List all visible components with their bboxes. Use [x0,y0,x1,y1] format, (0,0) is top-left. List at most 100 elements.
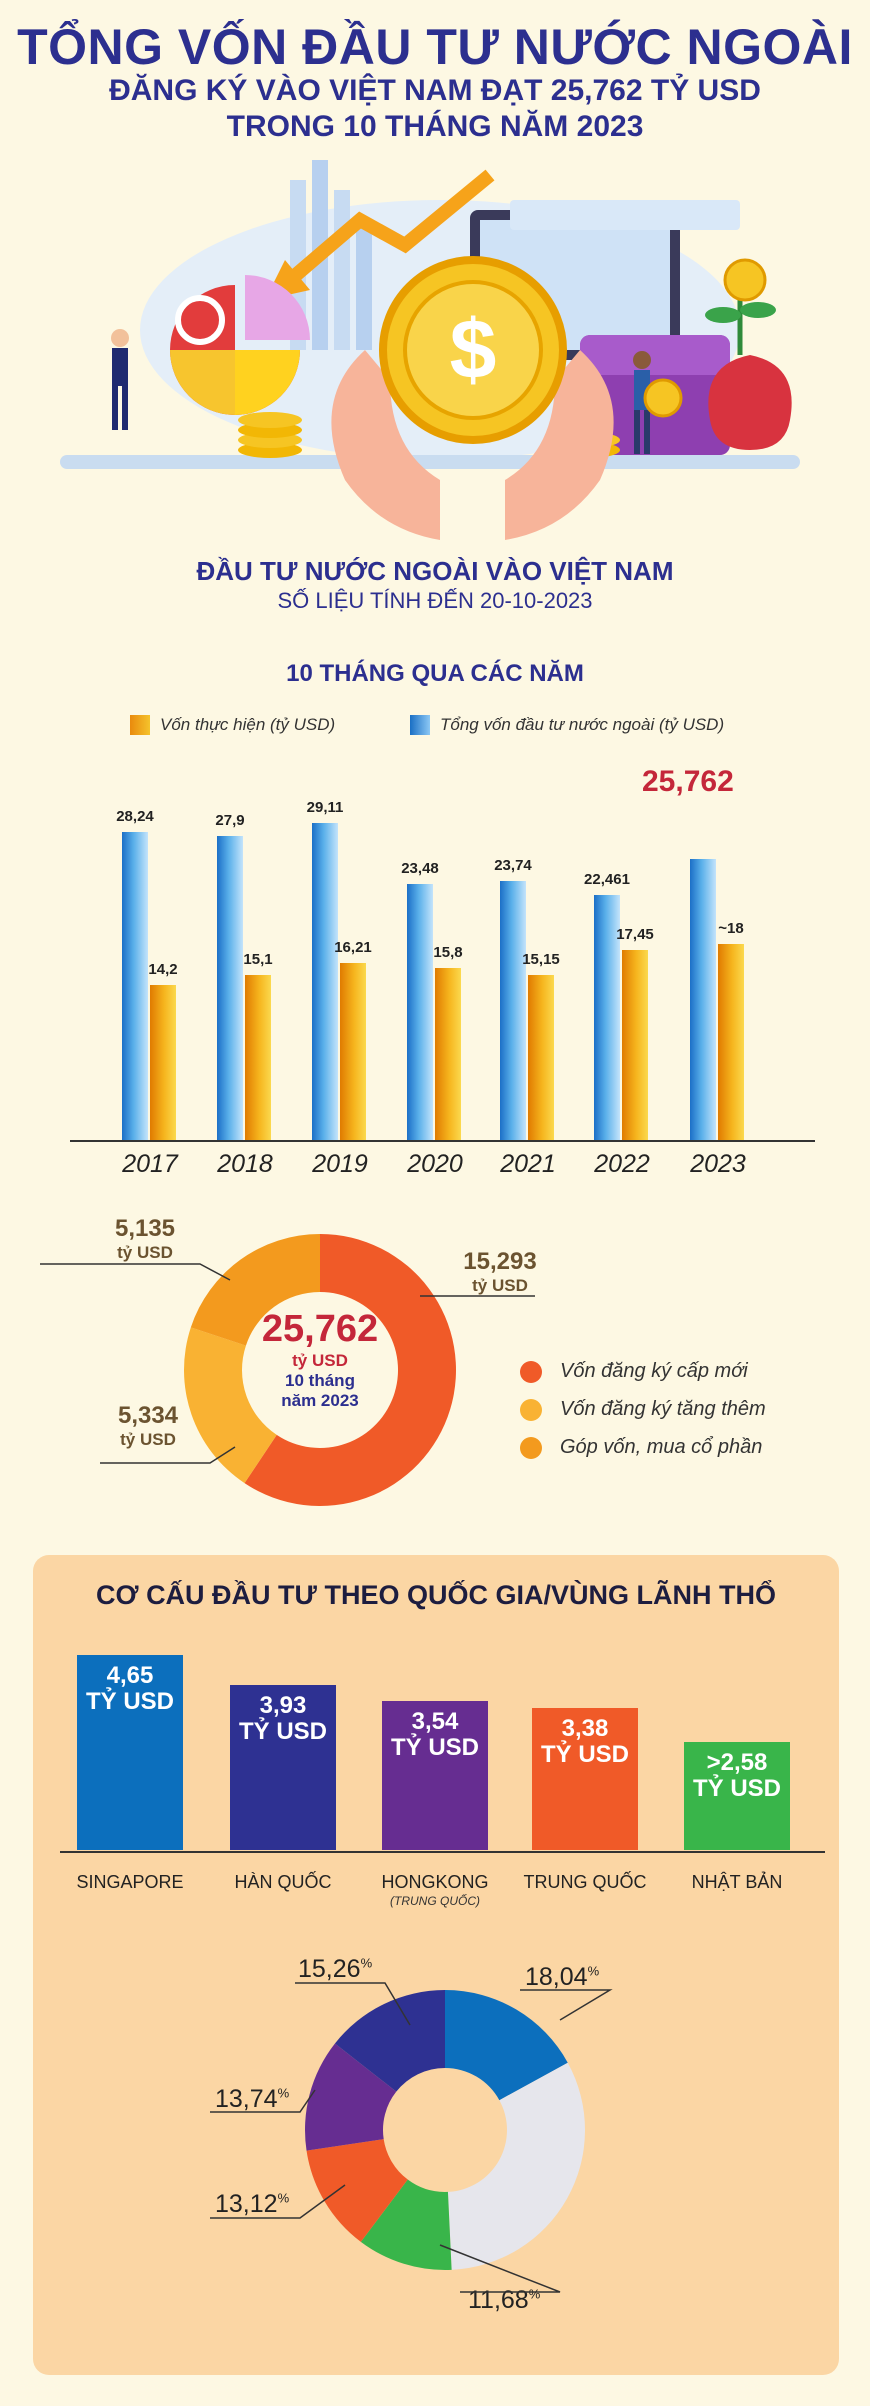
main-title-line2: ĐĂNG KÝ VÀO VIỆT NAM ĐẠT 25,762 TỶ USD [109,74,761,107]
pct-value: 13,74 [215,2085,278,2113]
hero-illustration: $ [60,160,800,540]
country-bar-unit: TỶ USD [85,1687,174,1715]
label-total-2022: 22,461 [584,871,630,889]
legend-label: Vốn thực hiện (tỷ USD) [160,715,336,734]
legend-gop-von: Góp vốn, mua cổ phần [520,1436,762,1459]
bar-implemented-2019 [340,963,366,1140]
pct-symbol: % [528,2286,541,2302]
label-total-2018: 27,9 [215,811,245,829]
bar-total-2018 [217,835,243,1140]
bar-implemented-2021 [528,974,554,1140]
country-bar-value: >2,58 [706,1748,768,1776]
donut-center-unit: tỷ USD [292,1351,348,1370]
pct-value: 15,26 [298,1955,361,1983]
donut2-pct-label: 13,12% [215,2190,289,2219]
callout-value: 5,334 [117,1402,179,1429]
year-label-2022: 2022 [594,1150,650,1178]
label-implemented-2021: 15,15 [522,950,560,968]
legend-label: Vốn đăng ký tăng thêm [560,1398,766,1420]
legend-dot [520,1360,542,1383]
legend-item-blue: Tổng vốn đầu tư nước ngoài (tỷ USD) [410,715,724,735]
donut-center-line3: 10 tháng [285,1371,355,1390]
country-name-2: HONGKONG [381,1872,489,1892]
chart-donut-total [184,1234,457,1506]
callout-value: 5,135 [114,1215,176,1242]
label-total-2019: 29,11 [306,798,344,816]
callout-gop-von: 5,135 tỷ USD [95,1215,195,1263]
year-label-2020: 2020 [407,1150,463,1178]
donut2-pct-label: 15,26% [298,1955,372,1984]
bar-implemented-2020 [435,967,461,1140]
donut-center-value: 25,762 [261,1308,379,1350]
main-title-line3: TRONG 10 THÁNG NĂM 2023 [226,110,644,143]
donut-center: 25,762 tỷ USD 10 tháng năm 2023 [230,1308,410,1411]
legend-item-orange: Vốn thực hiện (tỷ USD) [130,715,335,735]
bar-implemented-2018 [245,975,271,1140]
legend-swatch-orange [130,715,150,735]
callout-value: 15,293 [463,1248,537,1275]
country-bar-2: 3,54 TỶ USD [382,1701,488,1850]
label-implemented-2018: 15,1 [243,951,273,969]
bar-total-2023 [690,859,716,1140]
pct-symbol: % [587,1963,600,1979]
donut-slice-2 [190,1234,320,1346]
label-total-2020: 23,48 [401,860,439,878]
year-label-2017: 2017 [122,1150,178,1178]
country-name-4: NHẬT BẢN [691,1872,783,1892]
bar-total-2019 [312,822,338,1140]
callout-unit: tỷ USD [120,1430,176,1449]
chart-bar-years: 28,24 14,2 2017 27,9 15,1 2018 29,11 16,21 2019 2… [0,740,870,1180]
donut-slice-5 [334,1990,445,2092]
pct-value: 13,12 [215,2190,278,2218]
country-bar-unit: TỶ USD [390,1734,479,1762]
country-bar-value: 3,93 [259,1691,307,1719]
donut-slice-4 [305,2043,397,2151]
country-bar-unit: TỶ USD [540,1741,629,1769]
bar-total-2022 [594,895,620,1140]
legend-dot [520,1436,542,1459]
label-total-2017: 28,24 [116,808,154,826]
country-bar-unit: TỶ USD [692,1774,781,1802]
country-bar-value: 3,38 [561,1715,609,1743]
bar-total-2021 [500,881,526,1140]
callout-line [420,1295,535,1297]
label-implemented-2023: ~18 [718,919,744,937]
legend-swatch-blue [410,715,430,735]
country-name-3: TRUNG QUỐC [523,1872,647,1892]
year-label-2019: 2019 [312,1150,368,1178]
pct-value: 11,68 [468,2286,529,2314]
year-label-2018: 2018 [217,1150,273,1178]
bar-implemented-2023 [718,943,744,1140]
main-title: TỔNG VỐN ĐẦU TƯ NƯỚC NGOÀI [17,19,853,75]
country-name-1: HÀN QUỐC [234,1872,332,1892]
country-bar-unit: TỶ USD [238,1717,327,1745]
callout-line [40,1263,231,1281]
callout-unit: tỷ USD [117,1243,173,1262]
callout-line [100,1446,236,1464]
legend-label: Vốn đăng ký cấp mới [560,1360,748,1382]
label-implemented-2017: 14,2 [148,961,178,979]
country-bar-1: 3,93 TỶ USD [230,1684,336,1850]
x-axis [70,1140,815,1142]
legend-label: Tổng vốn đầu tư nước ngoài (tỷ USD) [440,715,725,734]
year-label-2023: 2023 [690,1150,746,1178]
legend-tang-them: Vốn đăng ký tăng thêm [520,1398,766,1421]
bar-total-2020 [407,884,433,1140]
pct-value: 18,04 [525,1963,588,1991]
label-implemented-2022: 17,45 [616,925,654,943]
callout-tang-them: 5,334 tỷ USD [98,1402,198,1450]
donut2-pct-label: 13,74% [215,2085,289,2114]
country-bar-value: 4,65 [106,1661,154,1689]
x-axis-countries [60,1851,825,1853]
section-title: ĐẦU TƯ NƯỚC NGOÀI VÀO VIỆT NAM [196,556,674,586]
donut-center-line4: năm 2023 [281,1391,359,1410]
country-bar-value: 3,54 [411,1708,459,1736]
chart-title: 10 THÁNG QUA CÁC NĂM [286,660,584,687]
country-bar-3: 3,38 TỶ USD [532,1708,638,1850]
callout-unit: tỷ USD [472,1276,528,1295]
bar-implemented-2022 [622,949,648,1140]
donut-slice-1 [447,2062,586,2270]
pct-symbol: % [277,2085,290,2101]
highlight-value-2023: 25,762 [642,765,734,798]
donut-slice-0 [244,1234,457,1506]
